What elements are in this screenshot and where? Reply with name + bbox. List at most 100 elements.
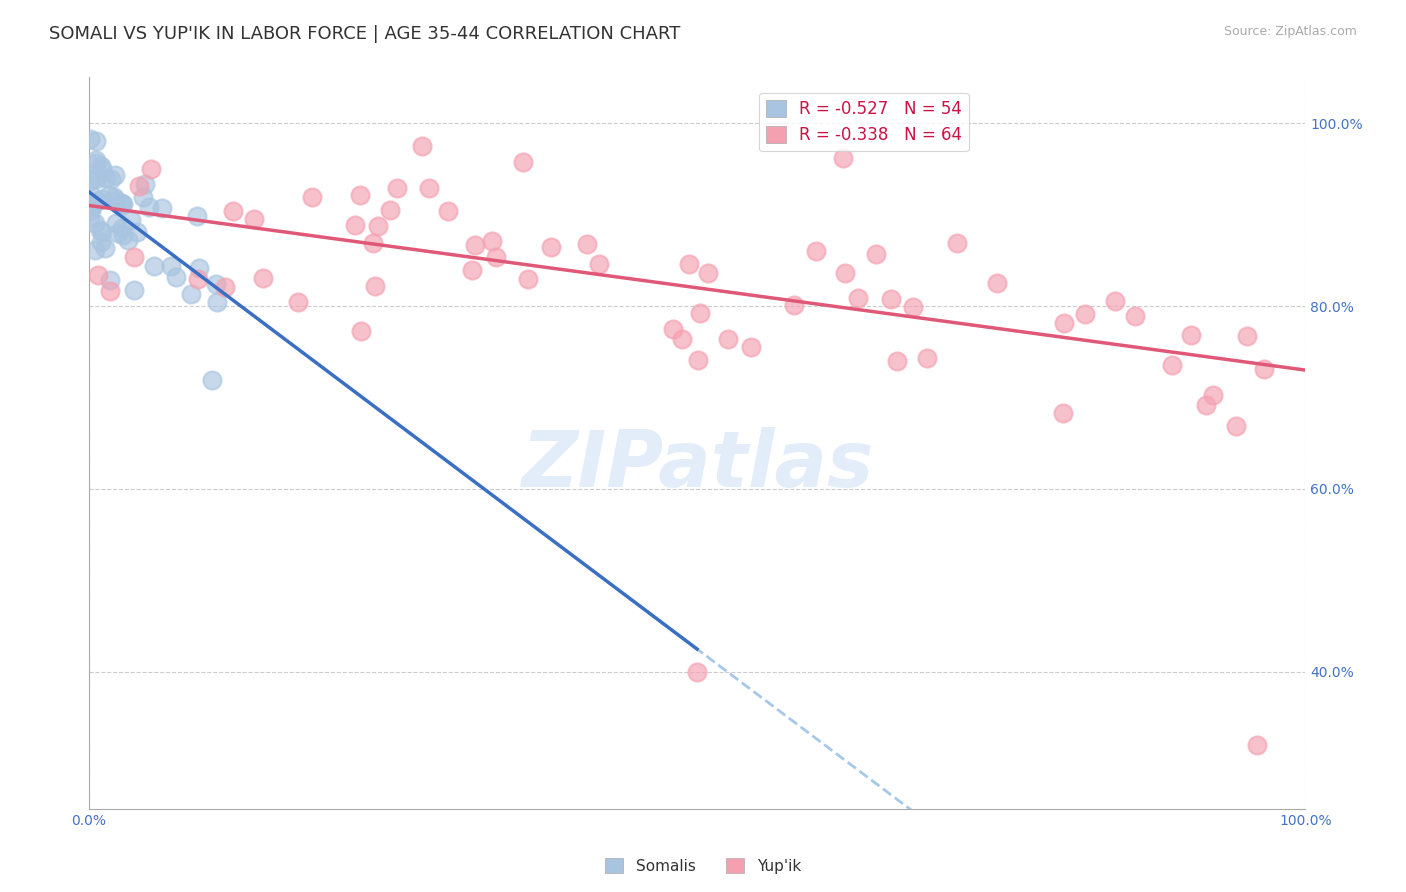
Text: ZIPatlas: ZIPatlas	[522, 427, 873, 503]
Point	[138, 200, 160, 214]
Point	[84, 244, 107, 258]
Point	[90, 235, 112, 249]
Point	[187, 261, 209, 276]
Point	[82, 198, 104, 212]
Point	[103, 190, 125, 204]
Point	[79, 131, 101, 145]
Point	[205, 277, 228, 291]
Point	[80, 188, 103, 202]
Point	[132, 190, 155, 204]
Point	[252, 270, 274, 285]
Point	[1236, 329, 1258, 343]
Point	[89, 222, 111, 236]
Point	[84, 156, 107, 170]
Text: Source: ZipAtlas.com: Source: ZipAtlas.com	[1223, 25, 1357, 38]
Point	[83, 195, 105, 210]
Point	[437, 203, 460, 218]
Point	[91, 161, 114, 176]
Text: SOMALI VS YUP'IK IN LABOR FORCE | AGE 35-44 CORRELATION CHART: SOMALI VS YUP'IK IN LABOR FORCE | AGE 35…	[49, 25, 681, 43]
Point	[364, 278, 387, 293]
Point	[150, 201, 173, 215]
Point	[87, 268, 110, 282]
Point	[1180, 328, 1202, 343]
Point	[1160, 359, 1182, 373]
Point	[834, 267, 856, 281]
Point	[783, 298, 806, 312]
Point	[1246, 738, 1268, 752]
Point	[986, 276, 1008, 290]
Point	[86, 194, 108, 208]
Legend: R = -0.527   N = 54, R = -0.338   N = 64: R = -0.527 N = 54, R = -0.338 N = 64	[759, 93, 969, 151]
Point	[111, 220, 134, 235]
Point	[79, 210, 101, 224]
Point	[120, 213, 142, 227]
Point	[464, 238, 486, 252]
Point	[122, 250, 145, 264]
Point	[94, 241, 117, 255]
Point	[165, 269, 187, 284]
Point	[104, 168, 127, 182]
Point	[689, 306, 711, 320]
Point	[90, 159, 112, 173]
Point	[205, 295, 228, 310]
Point	[100, 171, 122, 186]
Point	[832, 151, 855, 165]
Point	[740, 340, 762, 354]
Point	[886, 354, 908, 368]
Point	[125, 225, 148, 239]
Point	[98, 188, 121, 202]
Point	[134, 178, 156, 192]
Point	[91, 192, 114, 206]
Point	[688, 353, 710, 368]
Point	[512, 154, 534, 169]
Point	[1074, 307, 1097, 321]
Point	[84, 153, 107, 167]
Point	[349, 188, 371, 202]
Point	[86, 169, 108, 183]
Point	[696, 266, 718, 280]
Point	[485, 251, 508, 265]
Point	[82, 196, 104, 211]
Point	[678, 257, 700, 271]
Point	[110, 196, 132, 211]
Point	[671, 332, 693, 346]
Point	[901, 301, 924, 315]
Point	[1053, 316, 1076, 330]
Point	[804, 244, 827, 258]
Point	[1123, 310, 1146, 324]
Legend: Somalis, Yup'ik: Somalis, Yup'ik	[599, 852, 807, 880]
Point	[84, 134, 107, 148]
Point	[1253, 361, 1275, 376]
Point	[84, 216, 107, 230]
Point	[214, 279, 236, 293]
Point	[917, 351, 939, 366]
Point	[222, 204, 245, 219]
Point	[180, 287, 202, 301]
Point	[186, 209, 208, 223]
Point	[79, 174, 101, 188]
Point	[80, 203, 103, 218]
Point	[540, 240, 562, 254]
Point	[1195, 398, 1218, 412]
Point	[343, 218, 366, 232]
Point	[128, 179, 150, 194]
Point	[418, 181, 440, 195]
Point	[94, 170, 117, 185]
Point	[104, 193, 127, 207]
Point	[111, 197, 134, 211]
Point	[1104, 294, 1126, 309]
Point	[201, 373, 224, 387]
Point	[111, 197, 134, 211]
Point	[517, 272, 540, 286]
Point	[350, 324, 373, 338]
Point	[481, 234, 503, 248]
Point	[461, 262, 484, 277]
Point	[142, 259, 165, 273]
Point	[91, 226, 114, 240]
Point	[98, 285, 121, 299]
Point	[287, 295, 309, 310]
Point	[686, 665, 709, 679]
Point	[104, 217, 127, 231]
Point	[879, 292, 901, 306]
Point	[385, 181, 408, 195]
